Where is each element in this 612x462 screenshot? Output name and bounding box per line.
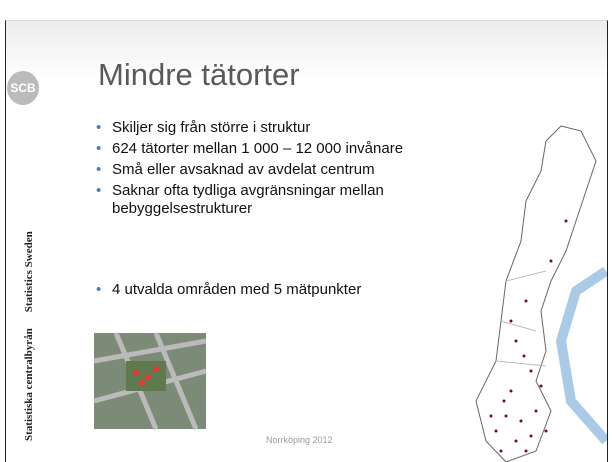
- slide: SCB Statistiska centralbyrån Statistics S…: [5, 20, 608, 462]
- bullet: 4 utvalda områden med 5 mätpunkter: [96, 281, 406, 299]
- aerial-photo: [93, 332, 207, 430]
- slide-title: Mindre tätorter: [98, 57, 300, 92]
- bullet: Saknar ofta tydliga avgränsningar mellan…: [96, 182, 406, 218]
- sweden-map: [475, 125, 607, 462]
- graphics: [93, 125, 607, 462]
- bullet: Skiljer sig från större i struktur: [96, 119, 406, 137]
- sidebar-text: Statistiska centralbyrån Statistics Swede…: [23, 231, 35, 441]
- bullet-list: 4 utvalda områden med 5 mätpunkter: [96, 281, 406, 302]
- org-name: Statistiska centralbyrån: [23, 328, 35, 441]
- logo: SCB: [7, 71, 39, 105]
- footer: Norrköping 2012: [266, 435, 333, 445]
- bullet-list: Skiljer sig från större i struktur 624 tä…: [96, 119, 406, 221]
- bullet: 624 tätorter mellan 1 000 – 12 000 invån…: [96, 140, 406, 158]
- bullet: Små eller avsaknad av avdelat centrum: [96, 161, 406, 179]
- org-name-en: Statistics Sweden: [23, 231, 35, 313]
